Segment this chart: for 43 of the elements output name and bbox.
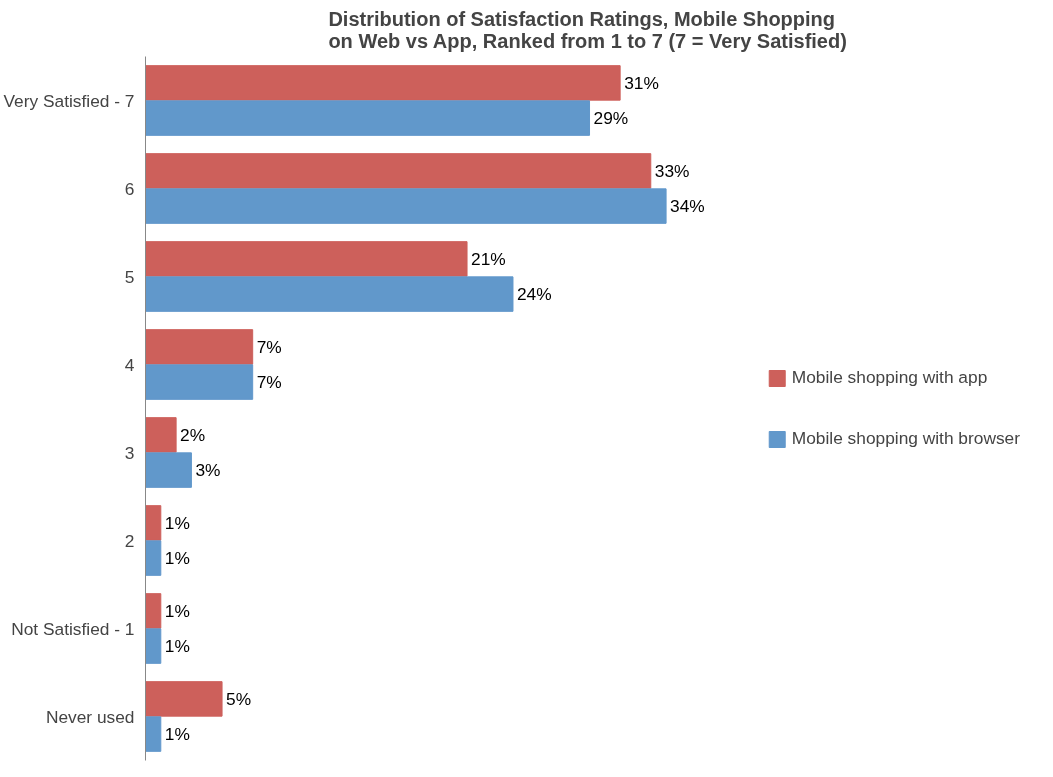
data-label: 1% (164, 548, 190, 569)
bar (145, 593, 162, 629)
data-label: 21% (471, 248, 506, 269)
y-tick-label: Never used (45, 706, 135, 727)
bar (145, 505, 162, 541)
bar (145, 364, 254, 400)
bar (145, 188, 667, 224)
bar (145, 452, 192, 488)
data-label: 1% (164, 724, 190, 745)
data-label: 31% (624, 72, 659, 93)
data-label: 7% (256, 372, 282, 393)
data-label: 3% (195, 460, 221, 481)
data-label: 1% (164, 512, 190, 533)
legend-label: Mobile shopping with browser (791, 428, 1020, 449)
y-tick-label: 6 (124, 178, 135, 199)
bar (145, 153, 652, 189)
data-label: 5% (226, 688, 252, 709)
bar (145, 329, 254, 365)
bar (145, 276, 514, 312)
bar (145, 681, 223, 717)
data-label: 2% (180, 424, 206, 445)
y-tick-label: Not Satisfied - 1 (11, 618, 135, 639)
bar (145, 100, 591, 136)
bar (145, 65, 621, 101)
bar (145, 716, 162, 752)
y-tick-label: 2 (124, 530, 135, 551)
chart-title: Distribution of Satisfaction Ratings, Mobile Shopping on Web vs App, Ranked from 1 to 7 (7 = Very Satisfied) (328, 7, 847, 52)
data-label: 34% (670, 196, 705, 217)
y-tick-label: Very Satisfied - 7 (3, 90, 135, 111)
y-tick-label: 5 (124, 266, 135, 287)
data-label: 24% (516, 284, 552, 305)
bar (145, 540, 162, 576)
bar (145, 241, 468, 277)
data-label: 33% (654, 160, 690, 181)
legend-label: Mobile shopping with app (791, 367, 988, 388)
data-label: 1% (164, 600, 190, 621)
data-label: 7% (256, 336, 282, 357)
data-label: 1% (164, 636, 190, 657)
bar (145, 628, 162, 664)
data-label: 29% (593, 108, 629, 129)
y-tick-label: 3 (124, 442, 135, 463)
bar (145, 417, 177, 453)
y-tick-label: 4 (124, 354, 135, 375)
